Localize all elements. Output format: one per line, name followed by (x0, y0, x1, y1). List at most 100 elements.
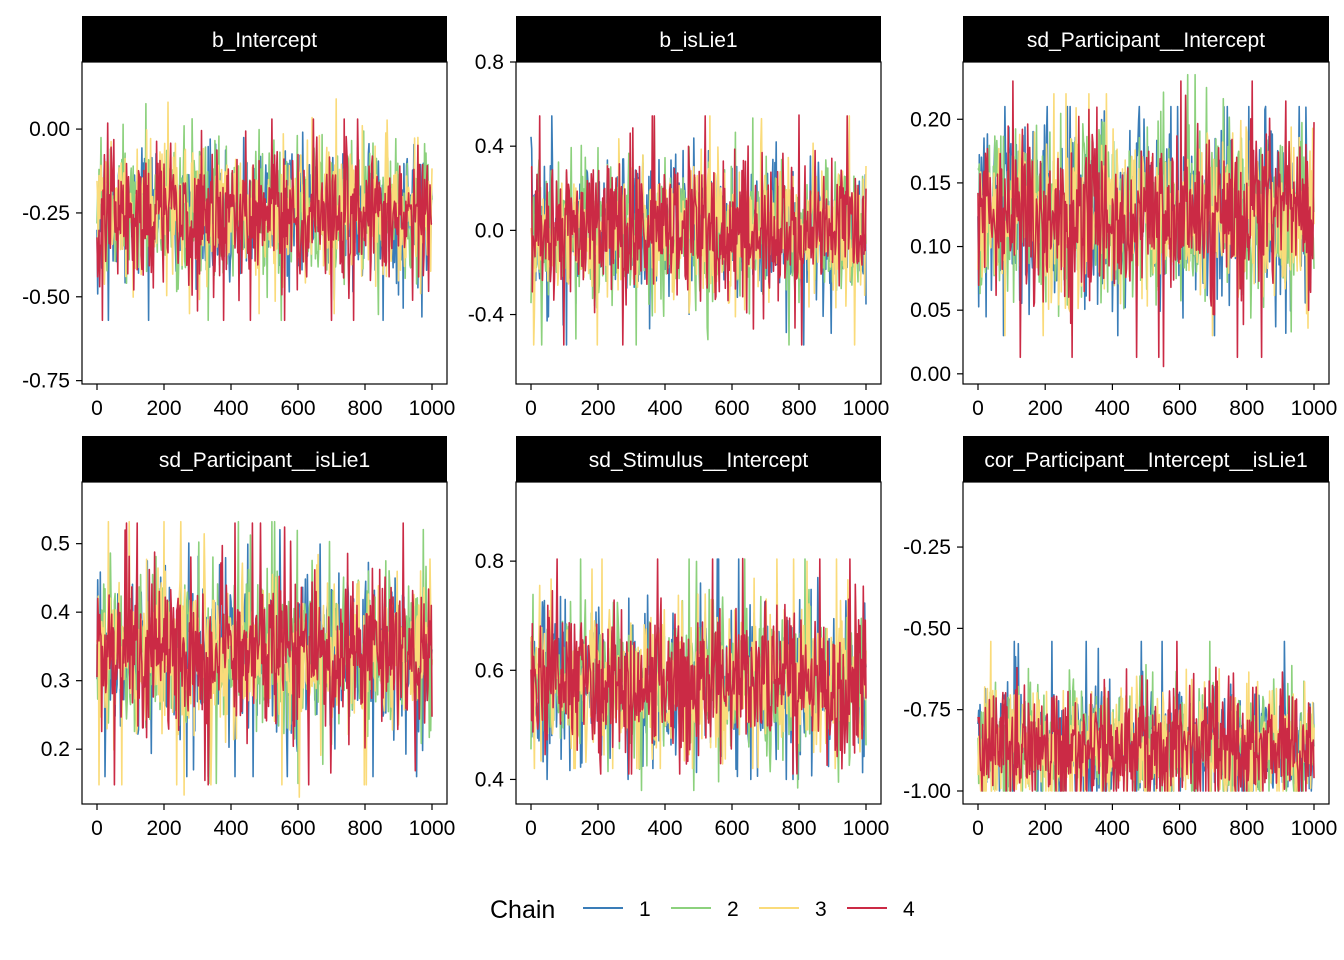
y-tick-label: 0.00 (910, 363, 951, 386)
x-tick-label: 600 (280, 397, 315, 420)
x-tick-label: 400 (1095, 397, 1130, 420)
x-tick-label: 600 (714, 817, 749, 840)
x-tick-label: 200 (580, 817, 615, 840)
legend-label: 4 (903, 898, 915, 921)
facet-panel: sd_Participant__isLie1 0 200 400 600 800 1000 0… (41, 436, 456, 840)
x-tick-label: 800 (347, 817, 382, 840)
x-tick-label: 200 (580, 397, 615, 420)
y-tick-label: 0.5 (41, 533, 70, 556)
x-tick-label: 800 (1229, 397, 1264, 420)
y-tick-label: 0.00 (29, 118, 70, 141)
chain-3-trace (977, 640, 1315, 792)
chain-4-trace (977, 80, 1315, 368)
facet-strip (963, 436, 1329, 482)
facet-title: b_Intercept (212, 29, 317, 52)
trace-lines (530, 114, 867, 346)
panel-border (515, 61, 882, 385)
x-tick-label: 400 (1095, 817, 1130, 840)
chain-4-trace (977, 640, 1315, 792)
y-tick-label: -0.75 (22, 370, 70, 393)
y-tick-label: 0.4 (41, 601, 71, 624)
x-tick-label: 600 (1162, 817, 1197, 840)
x-tick-label: 0 (525, 817, 537, 840)
legend-items: 1 2 3 4 (583, 898, 915, 921)
y-tick-label: 0.4 (475, 135, 505, 158)
x-tick-label: 400 (647, 817, 682, 840)
x-tick-label: 0 (91, 817, 103, 840)
y-tick-label: 0.15 (910, 172, 951, 195)
trace-lines (96, 98, 433, 322)
facet-strip (82, 16, 447, 62)
x-tick-label: 200 (146, 397, 181, 420)
facet-panel: sd_Stimulus__Intercept 0 200 400 600 800 1000 0… (475, 436, 890, 840)
chain-4-trace (96, 522, 433, 786)
y-tick-label: 0.4 (475, 768, 505, 791)
x-tick-label: 800 (781, 397, 816, 420)
x-tick-label: 1000 (843, 817, 890, 840)
y-tick-label: 0.2 (41, 738, 70, 761)
chain-2-trace (96, 520, 433, 785)
panel-border (81, 481, 448, 805)
y-tick-label: 0.0 (475, 219, 504, 242)
y-tick-label: 0.05 (910, 299, 951, 322)
chain-legend: Chain 1 2 3 4 (490, 896, 915, 924)
chain-3-trace (977, 93, 1315, 337)
x-tick-label: 1000 (1291, 397, 1338, 420)
facet-title: cor_Participant__Intercept__isLie1 (984, 449, 1307, 472)
y-tick-label: 0.8 (475, 51, 504, 74)
legend-label: 1 (639, 898, 651, 921)
x-tick-label: 200 (1028, 817, 1063, 840)
chain-4-trace (530, 557, 867, 775)
y-tick-label: -0.50 (903, 617, 951, 640)
y-tick-label: 0.10 (910, 236, 951, 259)
x-tick-label: 200 (1028, 397, 1063, 420)
facet-title: sd_Stimulus__Intercept (589, 449, 809, 472)
x-tick-label: 600 (1162, 397, 1197, 420)
x-tick-label: 800 (1229, 817, 1264, 840)
y-tick-label: 0.6 (475, 659, 504, 682)
legend-title: Chain (490, 896, 555, 924)
facet-panel: b_isLie1 0 200 400 600 800 1000 0.8 0.4 0.0 -0.4 (468, 16, 890, 420)
x-tick-label: 1000 (409, 397, 456, 420)
x-tick-label: 400 (213, 397, 248, 420)
x-tick-label: 1000 (843, 397, 890, 420)
y-tick-label: -0.75 (903, 699, 951, 722)
legend-label: 3 (815, 898, 827, 921)
x-tick-label: 0 (91, 397, 103, 420)
x-tick-label: 0 (525, 397, 537, 420)
x-tick-label: 0 (972, 817, 984, 840)
x-tick-label: 200 (146, 817, 181, 840)
legend-label: 2 (727, 898, 739, 921)
panel-border (81, 61, 448, 385)
y-tick-label: -0.4 (468, 304, 505, 327)
trace-lines (977, 73, 1315, 368)
y-tick-label: 0.20 (910, 108, 951, 131)
facet-strip (82, 436, 447, 482)
y-tick-label: -1.00 (903, 780, 951, 803)
chain-4-trace (530, 114, 867, 346)
y-tick-label: -0.25 (22, 202, 70, 225)
facet-strip (516, 16, 881, 62)
x-tick-label: 0 (972, 397, 984, 420)
facet-title: sd_Participant__Intercept (1027, 29, 1265, 52)
x-tick-label: 1000 (409, 817, 456, 840)
x-tick-label: 600 (280, 817, 315, 840)
facet-strip (516, 436, 881, 482)
trace-lines (530, 557, 867, 792)
panel-border (515, 481, 882, 805)
x-tick-label: 800 (347, 397, 382, 420)
trace-lines (96, 520, 433, 798)
panel-border (962, 61, 1330, 385)
chain-4-trace (96, 118, 433, 322)
y-tick-label: -0.25 (903, 536, 951, 559)
y-tick-label: 0.3 (41, 670, 70, 693)
x-tick-label: 600 (714, 397, 749, 420)
x-tick-label: 1000 (1291, 817, 1338, 840)
facet-panel: cor_Participant__Intercept__isLie1 0 200 40… (903, 436, 1337, 840)
x-tick-label: 400 (647, 397, 682, 420)
facet-strip (963, 16, 1329, 62)
facet-title: b_isLie1 (659, 29, 737, 52)
facet-panel: b_Intercept 0 200 400 600 800 1000 0.00 -0.25 -0.… (22, 16, 455, 420)
